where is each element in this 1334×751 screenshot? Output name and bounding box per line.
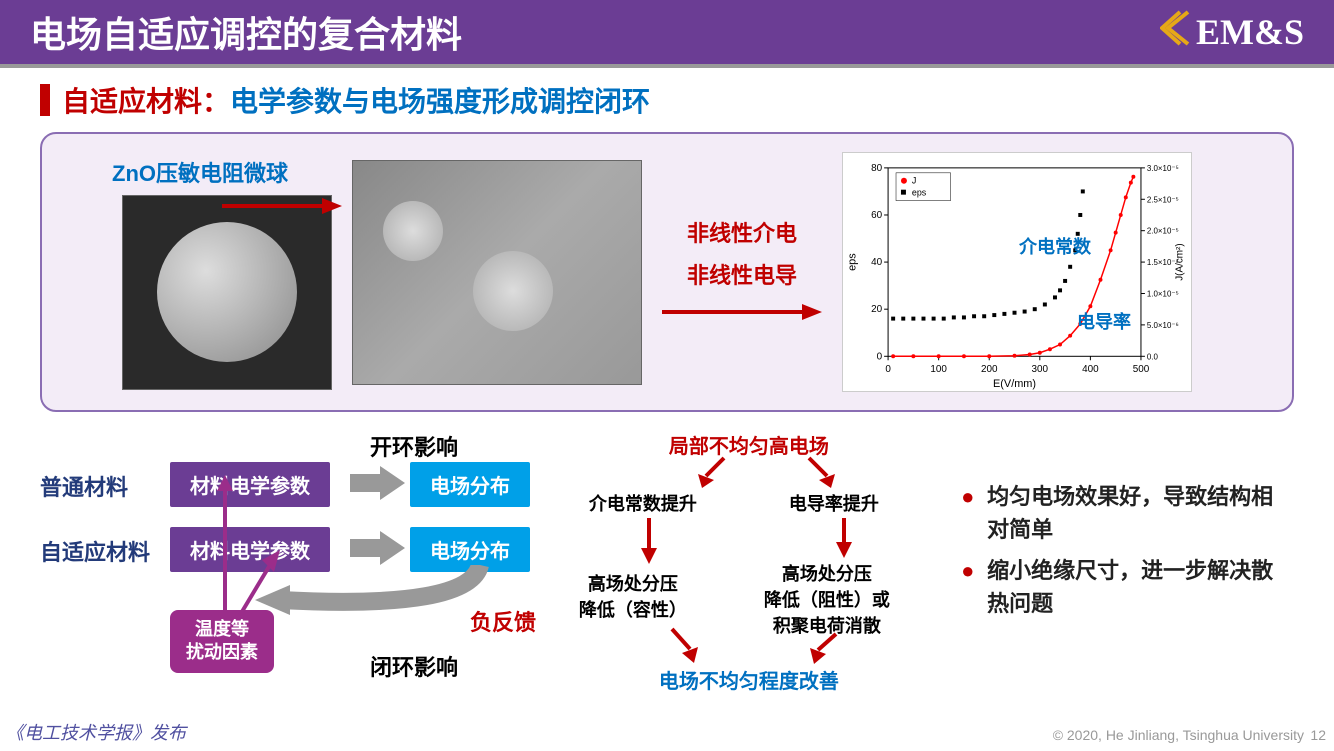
svg-text:J: J bbox=[912, 176, 916, 186]
svg-text:0.0: 0.0 bbox=[1147, 352, 1159, 361]
svg-text:0: 0 bbox=[877, 351, 883, 362]
svg-text:0: 0 bbox=[885, 364, 891, 375]
chart-j-annotation: 电导率 bbox=[1077, 308, 1131, 334]
svg-text:2.0×10⁻⁵: 2.0×10⁻⁵ bbox=[1147, 227, 1179, 236]
svg-text:60: 60 bbox=[871, 210, 883, 221]
cycle-right1: 电导率提升 bbox=[789, 490, 879, 516]
heading-part-2: 电学参数与电场强度形成调控闭环 bbox=[230, 80, 650, 120]
cycle-arrow-tl bbox=[694, 454, 734, 488]
svg-text:300: 300 bbox=[1032, 364, 1049, 375]
cycle-arrow-tr bbox=[799, 454, 839, 488]
cycle-arrow-br bbox=[804, 630, 844, 664]
svg-text:eps: eps bbox=[846, 253, 858, 271]
svg-text:E(V/mm): E(V/mm) bbox=[993, 378, 1036, 390]
field-box-1: 电场分布 bbox=[410, 462, 530, 507]
svg-text:20: 20 bbox=[871, 304, 883, 315]
nonlinear-dielectric-label: 非线性介电 bbox=[687, 216, 797, 248]
logo-text: EM&S bbox=[1196, 11, 1304, 53]
arrow-2 bbox=[662, 300, 822, 329]
cycle-arrow-l bbox=[639, 518, 659, 564]
cycle-right2: 高场处分压降低（阻性）或积聚电荷消散 bbox=[764, 560, 890, 638]
svg-text:2.5×10⁻⁵: 2.5×10⁻⁵ bbox=[1147, 195, 1179, 204]
zno-label: ZnO压敏电阻微球 bbox=[112, 156, 288, 188]
normal-material-label: 普通材料 bbox=[40, 470, 128, 502]
footer-source: 《电工技术学报》发布 bbox=[6, 719, 186, 745]
svg-text:100: 100 bbox=[930, 364, 947, 375]
slide-header: 电场自适应调控的复合材料 EM&S bbox=[0, 0, 1334, 68]
heading-part-1: 自适应材料： bbox=[62, 80, 230, 120]
svg-text:400: 400 bbox=[1082, 364, 1099, 375]
cycle-arrow-bl bbox=[664, 625, 704, 663]
heading-bar-icon bbox=[40, 84, 50, 116]
svg-text:200: 200 bbox=[981, 364, 998, 375]
bullet-2: 缩小绝缘尺寸，进一步解决散热问题 bbox=[961, 554, 1294, 620]
open-loop-label: 开环影响 bbox=[370, 430, 458, 462]
closed-loop-label: 闭环影响 bbox=[370, 650, 458, 682]
section-heading: 自适应材料： 电学参数与电场强度形成调控闭环 bbox=[0, 68, 1334, 128]
bullet-1: 均匀电场效果好，导致结构相对简单 bbox=[961, 480, 1294, 546]
bullet-list: 均匀电场效果好，导致结构相对简单 缩小绝缘尺寸，进一步解决散热问题 bbox=[961, 430, 1294, 700]
footer-copyright: © 2020, He Jinliang, Tsinghua University bbox=[1053, 727, 1304, 743]
page-number: 12 bbox=[1310, 727, 1326, 743]
cycle-left1: 介电常数提升 bbox=[589, 490, 697, 516]
feedback-diagram: 开环影响 普通材料 自适应材料 材料电学参数 材料电学参数 电场分布 电场分布 … bbox=[40, 430, 559, 700]
svg-text:80: 80 bbox=[871, 163, 883, 174]
svg-text:J(A/cm²): J(A/cm²) bbox=[1175, 243, 1186, 280]
composite-micrograph-image bbox=[352, 160, 642, 385]
nonlinear-conduction-label: 非线性电导 bbox=[687, 258, 797, 290]
svg-text:5.0×10⁻⁶: 5.0×10⁻⁶ bbox=[1147, 321, 1179, 330]
thick-arrow-2 bbox=[350, 529, 405, 567]
lower-section: 开环影响 普通材料 自适应材料 材料电学参数 材料电学参数 电场分布 电场分布 … bbox=[0, 422, 1334, 700]
logo: EM&S bbox=[1160, 10, 1304, 55]
nonlinear-chart: 0 100 200 300 400 500 0 20 40 60 80 0.0 5.0×10⁻⁶ 1.0×… bbox=[842, 152, 1192, 392]
cycle-left2: 高场处分压降低（容性） bbox=[579, 570, 687, 622]
chart-eps-annotation: 介电常数 bbox=[1019, 233, 1091, 259]
thick-arrow-1 bbox=[350, 464, 405, 502]
adaptive-material-label: 自适应材料 bbox=[40, 535, 150, 567]
disturb-arrow-2 bbox=[230, 550, 290, 620]
cycle-diagram: 局部不均匀高电场 介电常数提升 电导率提升 高场处分压降低（容性） 高场处分压降… bbox=[579, 430, 941, 700]
cycle-bottom: 电场不均匀程度改善 bbox=[659, 665, 839, 694]
logo-chevron-icon bbox=[1160, 10, 1192, 55]
svg-text:eps: eps bbox=[912, 188, 927, 198]
svg-text:40: 40 bbox=[871, 257, 883, 268]
svg-text:1.0×10⁻⁵: 1.0×10⁻⁵ bbox=[1147, 289, 1179, 298]
slide-title: 电场自适应调控的复合材料 bbox=[30, 6, 462, 58]
arrow-1 bbox=[222, 194, 342, 223]
neg-feedback-label: 负反馈 bbox=[470, 605, 536, 637]
upper-content-box: ZnO压敏电阻微球 非线性介电 非线性电导 0 100 200 300 400 500 0 2… bbox=[40, 132, 1294, 412]
svg-text:3.0×10⁻⁵: 3.0×10⁻⁵ bbox=[1147, 164, 1179, 173]
svg-text:500: 500 bbox=[1133, 364, 1150, 375]
sem-microsphere-image bbox=[122, 195, 332, 390]
cycle-arrow-r bbox=[834, 518, 854, 558]
